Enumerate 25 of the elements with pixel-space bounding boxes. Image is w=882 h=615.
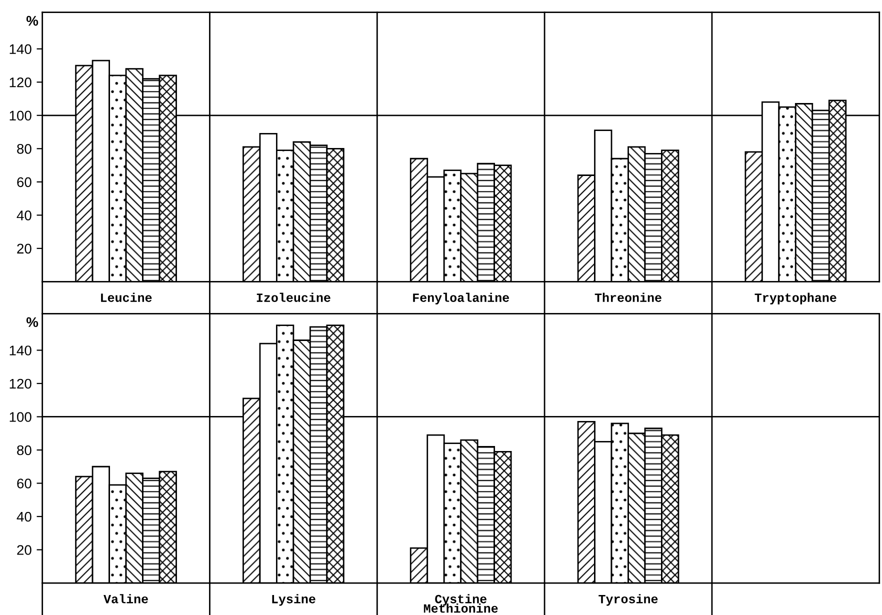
x-tick-label: Lysine	[272, 594, 316, 606]
x-tick-label: Valine	[104, 594, 148, 604]
y-axis-title: %	[26, 317, 38, 328]
y-tick-label: 120	[10, 77, 32, 88]
y-tick-label: 120	[10, 378, 32, 389]
y-tick-label: 60	[17, 177, 32, 188]
x-tick-label: Izoleucine	[256, 292, 330, 302]
x-tick-label: Tryptophane	[754, 292, 836, 304]
y-tick-label: 140	[10, 346, 32, 356]
y-tick-label: 40	[16, 512, 32, 522]
y-tick-label: 100	[10, 110, 32, 121]
x-tick-label: Threonine	[594, 292, 662, 302]
y-tick-label: 20	[17, 244, 32, 254]
y-tick-label: 80	[17, 144, 32, 154]
y-tick-label: 140	[10, 44, 32, 54]
x-tick-label: Fenyloalanine	[413, 292, 509, 304]
y-tick-label: 60	[17, 478, 32, 488]
y-tick-label: 80	[17, 445, 32, 456]
x-tick-label: Leucine	[101, 292, 152, 302]
y-tick-label: 40	[16, 210, 32, 220]
y-axis-title: %	[26, 16, 38, 26]
y-tick-label: 100	[10, 412, 32, 422]
x-tick-label: Cystine Methionine	[424, 594, 498, 613]
y-tick-label: 20	[17, 545, 32, 555]
x-tick-label: Tyrosine	[598, 594, 658, 606]
